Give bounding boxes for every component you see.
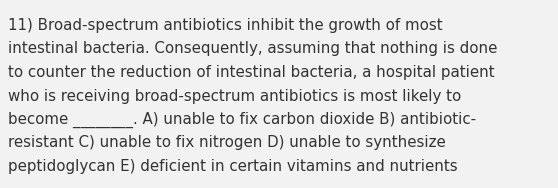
Text: to counter the reduction of intestinal bacteria, a hospital patient: to counter the reduction of intestinal b…	[8, 65, 494, 80]
Text: intestinal bacteria. Consequently, assuming that nothing is done: intestinal bacteria. Consequently, assum…	[8, 42, 497, 57]
Text: become ________. A) unable to fix carbon dioxide B) antibiotic-: become ________. A) unable to fix carbon…	[8, 112, 476, 128]
Text: peptidoglycan E) deficient in certain vitamins and nutrients: peptidoglycan E) deficient in certain vi…	[8, 159, 458, 174]
Text: resistant C) unable to fix nitrogen D) unable to synthesize: resistant C) unable to fix nitrogen D) u…	[8, 136, 446, 151]
Text: 11) Broad-spectrum antibiotics inhibit the growth of most: 11) Broad-spectrum antibiotics inhibit t…	[8, 18, 442, 33]
Text: who is receiving broad-spectrum antibiotics is most likely to: who is receiving broad-spectrum antibiot…	[8, 89, 461, 104]
